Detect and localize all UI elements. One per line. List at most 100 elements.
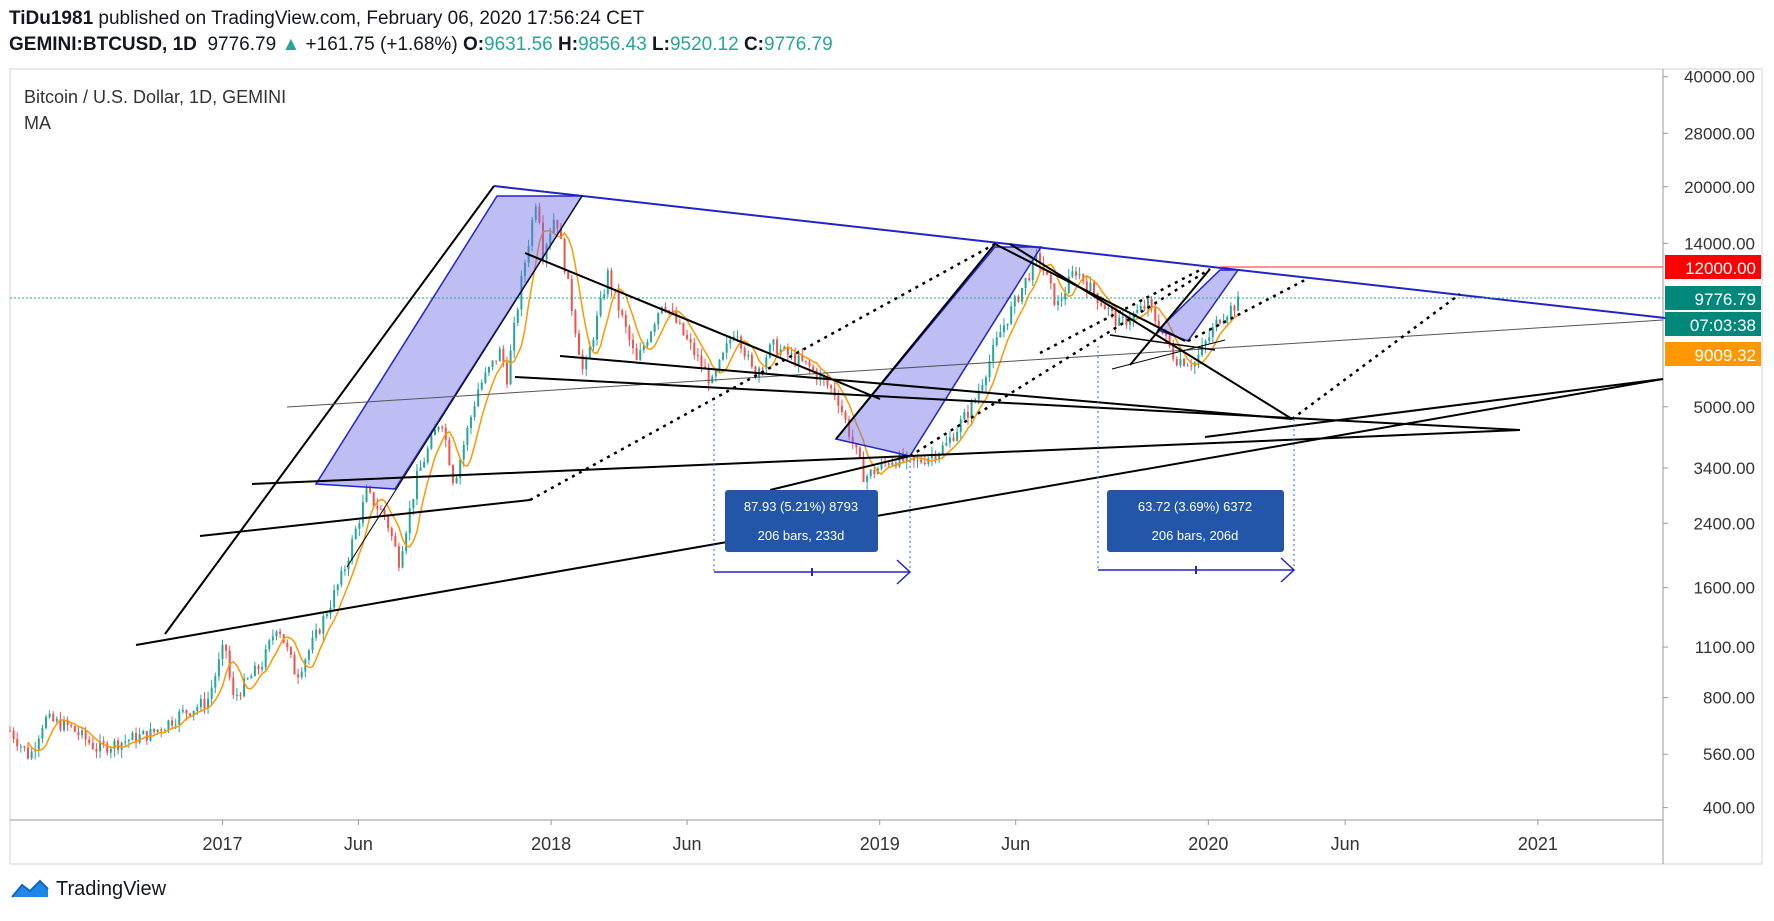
candle bbox=[304, 657, 307, 678]
open-label: O: bbox=[462, 34, 485, 55]
candle bbox=[552, 213, 555, 235]
trendline-2017-left[interactable] bbox=[164, 185, 495, 635]
candle bbox=[376, 498, 379, 516]
candle bbox=[693, 337, 696, 360]
candle bbox=[102, 736, 105, 748]
bottom-2018-line[interactable] bbox=[769, 455, 911, 491]
candle bbox=[455, 475, 458, 484]
candle bbox=[77, 726, 80, 741]
dotted-projection-5[interactable] bbox=[1291, 292, 1461, 421]
candle bbox=[981, 379, 984, 394]
candle bbox=[343, 565, 346, 576]
candle bbox=[1085, 276, 1088, 298]
candle bbox=[956, 426, 959, 442]
candle bbox=[235, 688, 238, 701]
measure-arrow-head-1 bbox=[896, 559, 912, 585]
candle bbox=[509, 344, 512, 385]
candle bbox=[210, 680, 213, 706]
candle bbox=[329, 600, 332, 620]
x-tick-label-3: Jun bbox=[673, 834, 702, 854]
x-tick-label-1: Jun bbox=[344, 834, 373, 854]
legend-indicator[interactable]: MA bbox=[24, 113, 51, 133]
candle bbox=[52, 711, 55, 723]
trendline-2020-bottom[interactable] bbox=[1111, 339, 1226, 370]
trendline-mid-2017[interactable] bbox=[199, 499, 531, 537]
trendline-2019-down[interactable] bbox=[1009, 243, 1293, 420]
ohlc-summary: GEMINI:BTCUSD, 1D 9776.79 ▲ +161.75 (+1.… bbox=[9, 34, 833, 56]
candle bbox=[556, 219, 559, 235]
candle bbox=[1053, 283, 1056, 307]
candle bbox=[930, 446, 933, 467]
candle bbox=[106, 740, 109, 756]
candle bbox=[196, 704, 199, 716]
trendline-2020-ascending[interactable] bbox=[1204, 378, 1664, 438]
candle bbox=[171, 716, 174, 729]
candle bbox=[178, 708, 181, 733]
candle bbox=[19, 744, 22, 753]
candle bbox=[315, 623, 318, 641]
measure-box-2-line2: 206 bars, 206d bbox=[1152, 528, 1239, 543]
x-tick-label-2: 2018 bbox=[531, 834, 571, 854]
candle bbox=[1002, 318, 1005, 338]
candle bbox=[621, 308, 624, 318]
candle bbox=[905, 451, 908, 470]
thin-long-trendline[interactable] bbox=[286, 319, 1664, 408]
candle bbox=[520, 270, 523, 317]
candle bbox=[992, 338, 995, 369]
candle bbox=[16, 732, 19, 752]
candle bbox=[379, 504, 382, 510]
candle bbox=[840, 399, 843, 416]
descending-channel-top[interactable] bbox=[524, 252, 881, 400]
trendline-2020-left[interactable] bbox=[1129, 268, 1211, 366]
candle bbox=[1103, 303, 1106, 310]
candle bbox=[448, 436, 451, 466]
candle bbox=[603, 288, 606, 301]
candle bbox=[322, 611, 325, 642]
candle bbox=[163, 728, 166, 731]
dotted-projection-3[interactable] bbox=[1039, 268, 1201, 355]
channel-fill-2020[interactable] bbox=[1156, 269, 1240, 342]
countdown-badge bbox=[1665, 312, 1761, 336]
countdown-badge-text: 07:03:38 bbox=[1690, 316, 1756, 335]
horizontal-trendline-low[interactable] bbox=[251, 429, 1521, 485]
descending-support-line[interactable] bbox=[514, 376, 1521, 431]
candle bbox=[624, 310, 627, 334]
trendline-2020-mini[interactable] bbox=[1109, 334, 1216, 351]
candle bbox=[145, 730, 148, 745]
candle bbox=[934, 450, 937, 464]
tradingview-logo-icon bbox=[11, 879, 49, 898]
tradingview-brand[interactable]: TradingView bbox=[56, 877, 167, 900]
candle bbox=[469, 415, 472, 435]
trendline-2017-inner[interactable] bbox=[346, 195, 583, 568]
candle bbox=[574, 308, 577, 338]
y-tick-label-4: 5000.00 bbox=[1694, 398, 1755, 417]
candle bbox=[1136, 304, 1139, 314]
measure-box-2[interactable] bbox=[1107, 490, 1284, 552]
candle bbox=[257, 664, 260, 675]
candle bbox=[747, 350, 750, 361]
candle bbox=[1179, 351, 1182, 368]
measure-box-1[interactable] bbox=[725, 490, 878, 552]
candle bbox=[91, 737, 94, 751]
candle bbox=[9, 726, 11, 732]
close-value: 9776.79 bbox=[764, 34, 833, 55]
dotted-projection-1[interactable] bbox=[529, 242, 996, 502]
candle bbox=[293, 651, 296, 675]
last-price-badge-text: 9776.79 bbox=[1695, 290, 1756, 309]
blue-resistance-trendline[interactable] bbox=[493, 185, 1666, 319]
descending-channel-bottom[interactable] bbox=[559, 355, 1293, 420]
trendline-2019-left[interactable] bbox=[835, 243, 996, 440]
candle bbox=[1107, 306, 1110, 316]
candle bbox=[538, 202, 541, 225]
candle bbox=[408, 500, 411, 541]
dotted-projection-4[interactable] bbox=[1187, 278, 1306, 343]
dotted-projection-2[interactable] bbox=[909, 267, 1211, 458]
high-label: H: bbox=[558, 34, 579, 55]
candle bbox=[1056, 295, 1059, 311]
channel-fill-2019[interactable] bbox=[834, 246, 1043, 457]
candle bbox=[1071, 265, 1074, 279]
candle bbox=[459, 457, 462, 485]
candle bbox=[1183, 357, 1186, 367]
publisher-name[interactable]: TiDu1981 bbox=[9, 8, 94, 29]
